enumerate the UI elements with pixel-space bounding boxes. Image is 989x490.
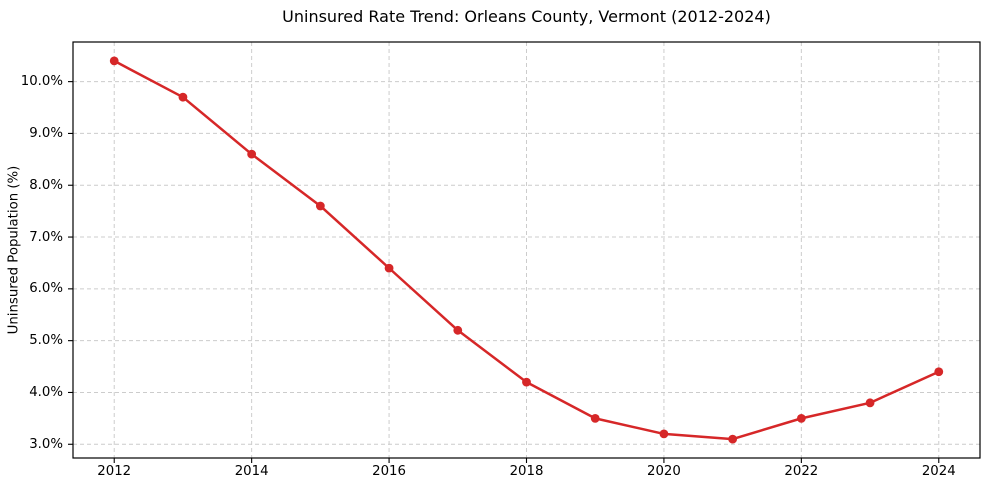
data-point-marker [178, 92, 188, 102]
data-point-marker [315, 201, 325, 211]
chart-title: Uninsured Rate Trend: Orleans County, Ve… [282, 7, 771, 26]
x-tick-label: 2022 [784, 464, 819, 479]
x-tick-label: 2012 [97, 464, 132, 479]
y-tick-label: 5.0% [29, 333, 63, 349]
x-tick-label: 2014 [234, 464, 269, 479]
data-point-marker [453, 325, 463, 335]
data-point-marker [659, 429, 669, 439]
data-point-marker [590, 413, 600, 423]
x-tick-label: 2018 [509, 464, 544, 479]
y-tick-label: 7.0% [29, 229, 63, 245]
x-tick-label: 2020 [647, 464, 681, 479]
data-point-marker [522, 377, 531, 387]
data-point-marker [109, 56, 119, 66]
y-tick-label: 3.0% [29, 436, 63, 452]
data-point-marker [796, 413, 806, 423]
data-point-marker [865, 398, 875, 408]
data-point-marker [728, 434, 738, 444]
y-tick-label: 9.0% [29, 125, 63, 141]
data-point-marker [934, 367, 944, 377]
x-tick-label: 2024 [921, 464, 956, 479]
y-tick-label: 8.0% [29, 177, 63, 193]
y-tick-label: 10.0% [20, 74, 63, 90]
data-point-marker [384, 263, 394, 273]
y-tick-label: 4.0% [29, 384, 63, 400]
data-point-marker [247, 149, 257, 159]
y-tick-label: 6.0% [29, 281, 63, 297]
x-tick-label: 2016 [372, 464, 406, 479]
